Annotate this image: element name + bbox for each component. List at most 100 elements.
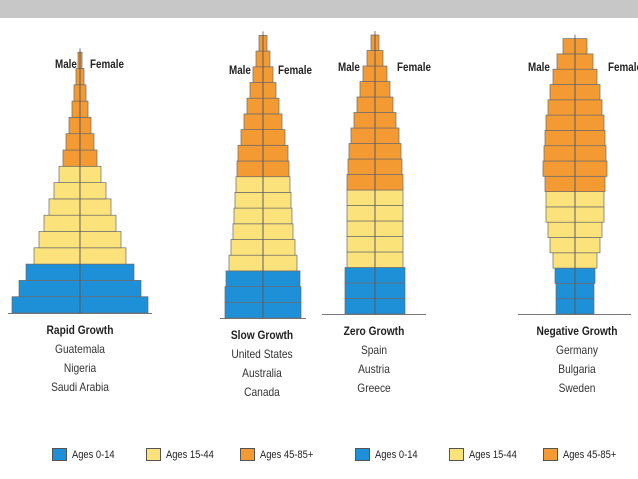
legend-label: Ages 15-44 xyxy=(166,448,214,461)
pyramid-3-title: Zero Growth xyxy=(343,324,405,338)
pyramid-4-male-bar xyxy=(544,175,576,192)
pyramid-2-female-bar xyxy=(262,192,292,209)
pyramid-3-country: Austria xyxy=(358,362,390,376)
pyramid-4-female-bar xyxy=(574,221,603,238)
pyramid-2-female-bar xyxy=(262,207,293,225)
pyramid-1-male-bar xyxy=(53,182,81,200)
pyramid-2-female-label: Female xyxy=(278,63,312,77)
pyramid-4-female-bar xyxy=(574,252,598,269)
pyramid-4-female-bar xyxy=(574,84,601,101)
pyramid-3-male-bar xyxy=(344,282,376,299)
pyramid-3-male-bar xyxy=(366,50,376,67)
pyramid-1-country: Nigeria xyxy=(63,361,97,375)
legend-left: Ages 0-14 Ages 15-44 Ages 45-85+ xyxy=(52,448,323,461)
pyramid-2-male-bar xyxy=(255,50,264,68)
pyramid-1-country: Guatemala xyxy=(55,342,105,356)
pyramid-1-male-bar xyxy=(48,198,81,216)
pyramid-3-female-bar xyxy=(374,158,403,175)
pyramid-3-male-label: Male xyxy=(338,60,360,74)
pyramid-4-female-bar xyxy=(574,160,608,177)
pyramid-3-male-bar xyxy=(346,189,376,206)
pyramid-2-male-bar xyxy=(234,192,264,209)
pyramid-2-male-bar xyxy=(237,144,264,162)
pyramid-1-female-bar xyxy=(79,296,149,314)
legend-swatch-ages-15-44 xyxy=(449,448,465,461)
pyramid-2-male-bar xyxy=(243,113,264,130)
pyramid-4-country: Germany xyxy=(556,343,598,357)
pyramid-2-male-bar xyxy=(258,35,264,52)
legend-swatch-ages-45-85 xyxy=(543,448,559,461)
pyramid-4-male-bar xyxy=(562,38,576,55)
pyramid-2-female-bar xyxy=(262,239,296,256)
pyramid-2-female-bar xyxy=(262,270,301,287)
pyramid-4-female-bar xyxy=(574,175,606,192)
pyramid-4-male-bar xyxy=(542,160,576,177)
pyramid-4-male-bar xyxy=(547,99,576,116)
pyramid-2-female-bar xyxy=(262,97,280,115)
pyramid-1-female-bar xyxy=(79,68,85,86)
pyramid-3-country: Greece xyxy=(357,381,391,395)
pyramid-1-male-bar xyxy=(71,100,81,118)
pyramid-2-female-bar xyxy=(262,160,290,178)
pyramid-2-male-bar xyxy=(233,207,264,225)
pyramid-4-female-bar xyxy=(574,283,595,300)
legend-swatch-ages-0-14 xyxy=(52,448,67,461)
pyramid-2-female-bar xyxy=(262,35,268,52)
pyramid-3-male-bar xyxy=(346,205,376,222)
pyramid-3-female-bar xyxy=(374,282,406,299)
pyramid-1-female-bar xyxy=(79,198,112,216)
pyramid-2-male-bar xyxy=(240,129,264,146)
pyramid-3-male-bar xyxy=(362,65,376,82)
pyramid-2-male-bar xyxy=(230,239,264,256)
pyramid-2-female-bar xyxy=(262,176,291,193)
pyramid-4-male-bar xyxy=(552,68,576,85)
pyramid-3-female-bar xyxy=(374,220,404,237)
pyramid-2-female-bar xyxy=(262,254,298,272)
pyramid-3-male-bar xyxy=(347,158,376,175)
pyramid-2-male-bar xyxy=(228,254,264,272)
pyramid-3-male-bar xyxy=(356,96,376,113)
pyramid-1-title: Rapid Growth xyxy=(46,323,114,337)
pyramid-3-female-bar xyxy=(374,112,397,129)
pyramid-1-female-bar xyxy=(79,247,127,265)
pyramid-4 xyxy=(518,34,631,315)
pyramid-2-male-bar xyxy=(225,270,264,287)
pyramid-4-female-bar xyxy=(574,191,605,208)
pyramid-2-male-bar xyxy=(236,160,264,178)
pyramid-2-female-bar xyxy=(262,66,274,83)
pyramid-4-male-bar xyxy=(545,191,576,208)
pyramid-3-male-bar xyxy=(344,298,376,315)
pyramid-2-country: Australia xyxy=(242,366,282,380)
pyramid-1-male-bar xyxy=(25,263,81,281)
pyramid-2-female-bar xyxy=(262,301,302,319)
pyramid-4-male-bar xyxy=(549,237,576,254)
pyramid-2-country: Canada xyxy=(244,385,280,399)
pyramid-4-female-bar xyxy=(574,130,606,147)
pyramid-2 xyxy=(220,31,306,319)
pyramid-1-male-bar xyxy=(65,133,81,151)
pyramid-2-female-bar xyxy=(262,144,289,162)
pyramid-1-male-bar xyxy=(18,280,81,298)
pyramid-4-country: Bulgaria xyxy=(558,362,596,376)
pyramid-3-male-bar xyxy=(344,267,376,284)
pyramid-4-female-bar xyxy=(574,206,605,223)
pyramid-1-country: Saudi Arabia xyxy=(51,380,109,394)
pyramid-1-male-bar xyxy=(68,117,81,135)
pyramid-3-female-bar xyxy=(374,189,404,206)
pyramid-4-female-label: Female xyxy=(608,60,638,74)
pyramid-4-male-bar xyxy=(543,145,576,162)
pyramid-2-female-bar xyxy=(262,129,286,146)
legend-label: Ages 45-85+ xyxy=(563,448,617,461)
pyramid-1-female-bar xyxy=(79,149,98,167)
pyramid-1-female-bar xyxy=(79,100,89,118)
pyramid-3-female-bar xyxy=(374,65,388,82)
pyramid-2-male-bar xyxy=(246,97,264,115)
pyramid-3-male-bar xyxy=(353,112,376,129)
legend-label: Ages 45-85+ xyxy=(260,448,314,461)
pyramid-3-country: Spain xyxy=(360,343,388,357)
pyramid-1-female-label: Female xyxy=(90,57,124,71)
pyramid-3-male-bar xyxy=(346,174,376,191)
pyramid-2-male-bar xyxy=(252,66,264,83)
pyramid-1-male-bar xyxy=(11,296,81,314)
pyramid-3-male-bar xyxy=(346,220,376,237)
